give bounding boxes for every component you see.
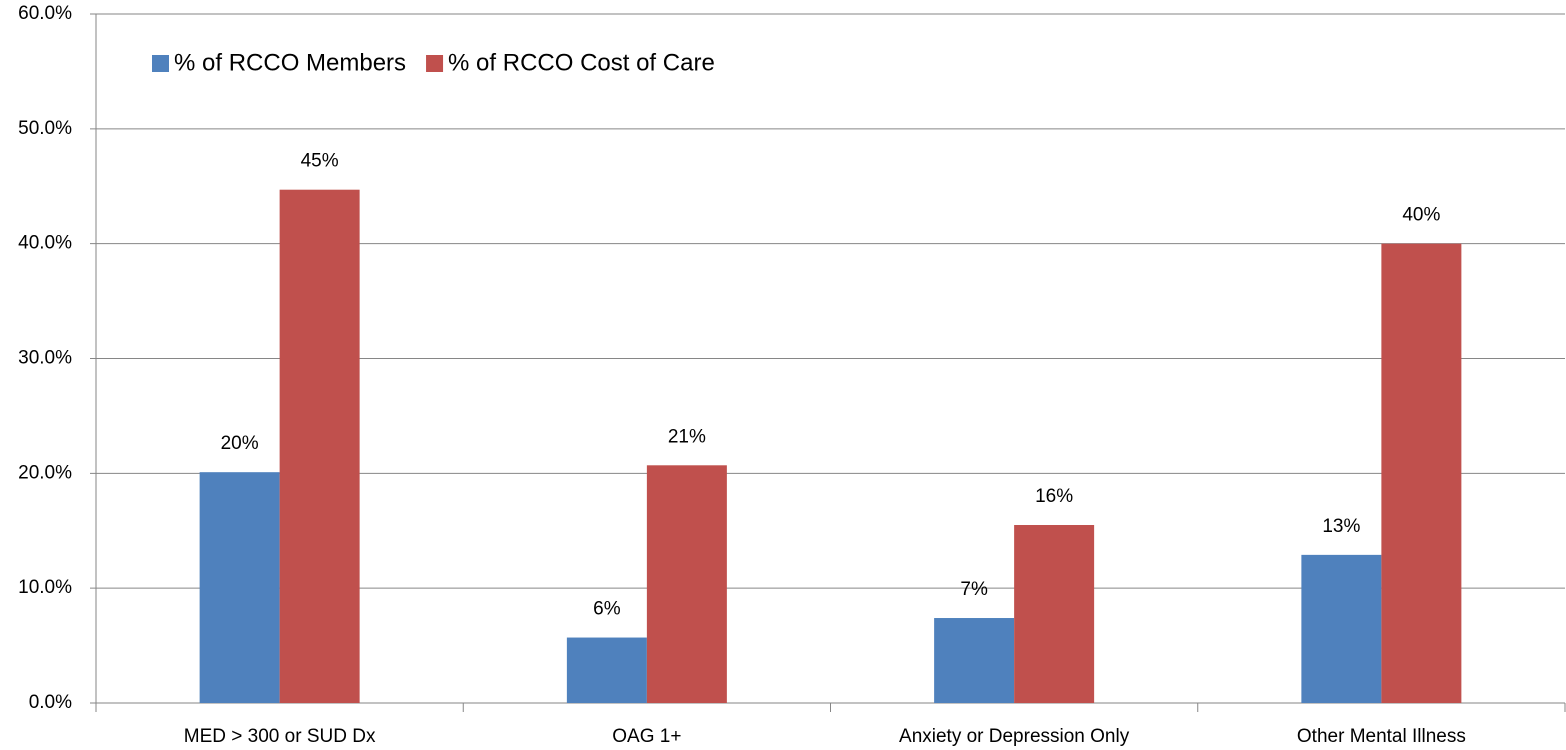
x-tick-label: OAG 1+ [612, 726, 681, 747]
legend-label: % of RCCO Cost of Care [448, 49, 715, 76]
value-label: 7% [960, 579, 988, 600]
legend-swatch [426, 55, 444, 72]
bar [279, 189, 360, 703]
bar [1381, 243, 1462, 703]
y-tick-label: 40.0% [18, 233, 72, 254]
y-tick-label: 20.0% [18, 462, 72, 483]
legend-swatch [152, 55, 169, 72]
x-tick-label: Other Mental Illness [1297, 726, 1466, 747]
bar [1301, 554, 1382, 703]
bar [199, 472, 280, 703]
value-label: 45% [301, 151, 339, 172]
legend-label: % of RCCO Members [174, 49, 406, 76]
bar [1014, 525, 1095, 703]
y-tick-label: 0.0% [29, 692, 72, 713]
bar [934, 618, 1015, 703]
y-tick-label: 60.0% [18, 3, 72, 24]
bar [646, 465, 727, 703]
y-tick-label: 50.0% [18, 118, 72, 139]
y-tick-label: 30.0% [18, 348, 72, 369]
value-label: 20% [221, 433, 259, 454]
value-label: 6% [593, 599, 621, 620]
bar [566, 637, 647, 703]
value-label: 40% [1402, 205, 1440, 226]
value-label: 13% [1322, 516, 1360, 537]
x-tick-label: Anxiety or Depression Only [899, 726, 1130, 747]
y-tick-label: 10.0% [18, 577, 72, 598]
value-label: 21% [668, 426, 706, 447]
value-label: 16% [1035, 486, 1073, 507]
x-tick-label: MED > 300 or SUD Dx [184, 726, 376, 747]
